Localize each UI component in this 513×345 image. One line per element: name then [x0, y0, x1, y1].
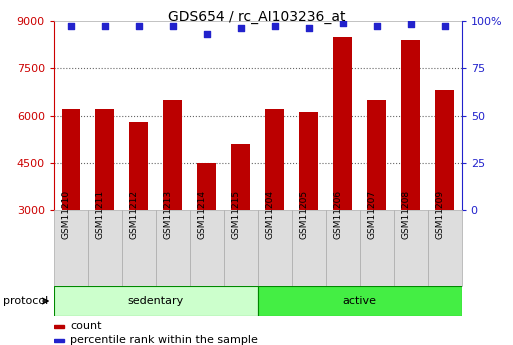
Bar — [401, 40, 420, 305]
Bar — [360, 210, 393, 286]
Text: GSM11212: GSM11212 — [130, 190, 139, 239]
Text: percentile rank within the sample: percentile rank within the sample — [70, 335, 258, 345]
Point — [372, 23, 381, 29]
Point — [271, 23, 279, 29]
Point — [339, 20, 347, 25]
Text: GSM11208: GSM11208 — [402, 190, 411, 239]
Bar — [258, 286, 462, 316]
Point — [236, 26, 245, 31]
Point — [305, 26, 313, 31]
Point — [169, 23, 177, 29]
Text: GSM11207: GSM11207 — [368, 190, 377, 239]
Bar — [129, 122, 148, 305]
Text: GSM11215: GSM11215 — [232, 190, 241, 239]
Bar — [333, 37, 352, 305]
Bar — [231, 144, 250, 305]
Bar — [265, 109, 284, 305]
Text: count: count — [70, 321, 102, 331]
Bar — [258, 210, 292, 286]
Bar — [122, 210, 156, 286]
Bar — [428, 210, 462, 286]
Bar — [436, 90, 454, 305]
Bar — [198, 163, 216, 305]
Text: active: active — [343, 296, 377, 306]
Bar — [62, 109, 80, 305]
Text: GSM11214: GSM11214 — [198, 190, 207, 239]
Bar — [156, 210, 190, 286]
Point — [441, 23, 449, 29]
Text: GSM11205: GSM11205 — [300, 190, 309, 239]
Bar — [88, 210, 122, 286]
Text: protocol: protocol — [4, 296, 49, 306]
Text: sedentary: sedentary — [128, 296, 184, 306]
Point — [135, 23, 143, 29]
Text: GSM11213: GSM11213 — [164, 190, 173, 239]
Bar — [292, 210, 326, 286]
Bar — [367, 100, 386, 305]
Text: GSM11206: GSM11206 — [334, 190, 343, 239]
Bar — [394, 210, 428, 286]
Text: GSM11204: GSM11204 — [266, 190, 275, 239]
Point — [407, 22, 415, 27]
Bar — [95, 109, 114, 305]
Bar — [326, 210, 360, 286]
Text: GDS654 / rc_AI103236_at: GDS654 / rc_AI103236_at — [168, 10, 345, 24]
Bar — [54, 286, 258, 316]
Bar — [224, 210, 258, 286]
Bar — [300, 112, 318, 305]
Point — [101, 23, 109, 29]
Text: GSM11210: GSM11210 — [62, 190, 71, 239]
Text: GSM11209: GSM11209 — [436, 190, 445, 239]
Point — [203, 31, 211, 37]
Point — [67, 23, 75, 29]
Text: GSM11211: GSM11211 — [96, 190, 105, 239]
Bar — [54, 325, 64, 328]
Bar — [54, 339, 64, 342]
Bar — [164, 100, 182, 305]
Bar — [190, 210, 224, 286]
Bar — [54, 210, 88, 286]
